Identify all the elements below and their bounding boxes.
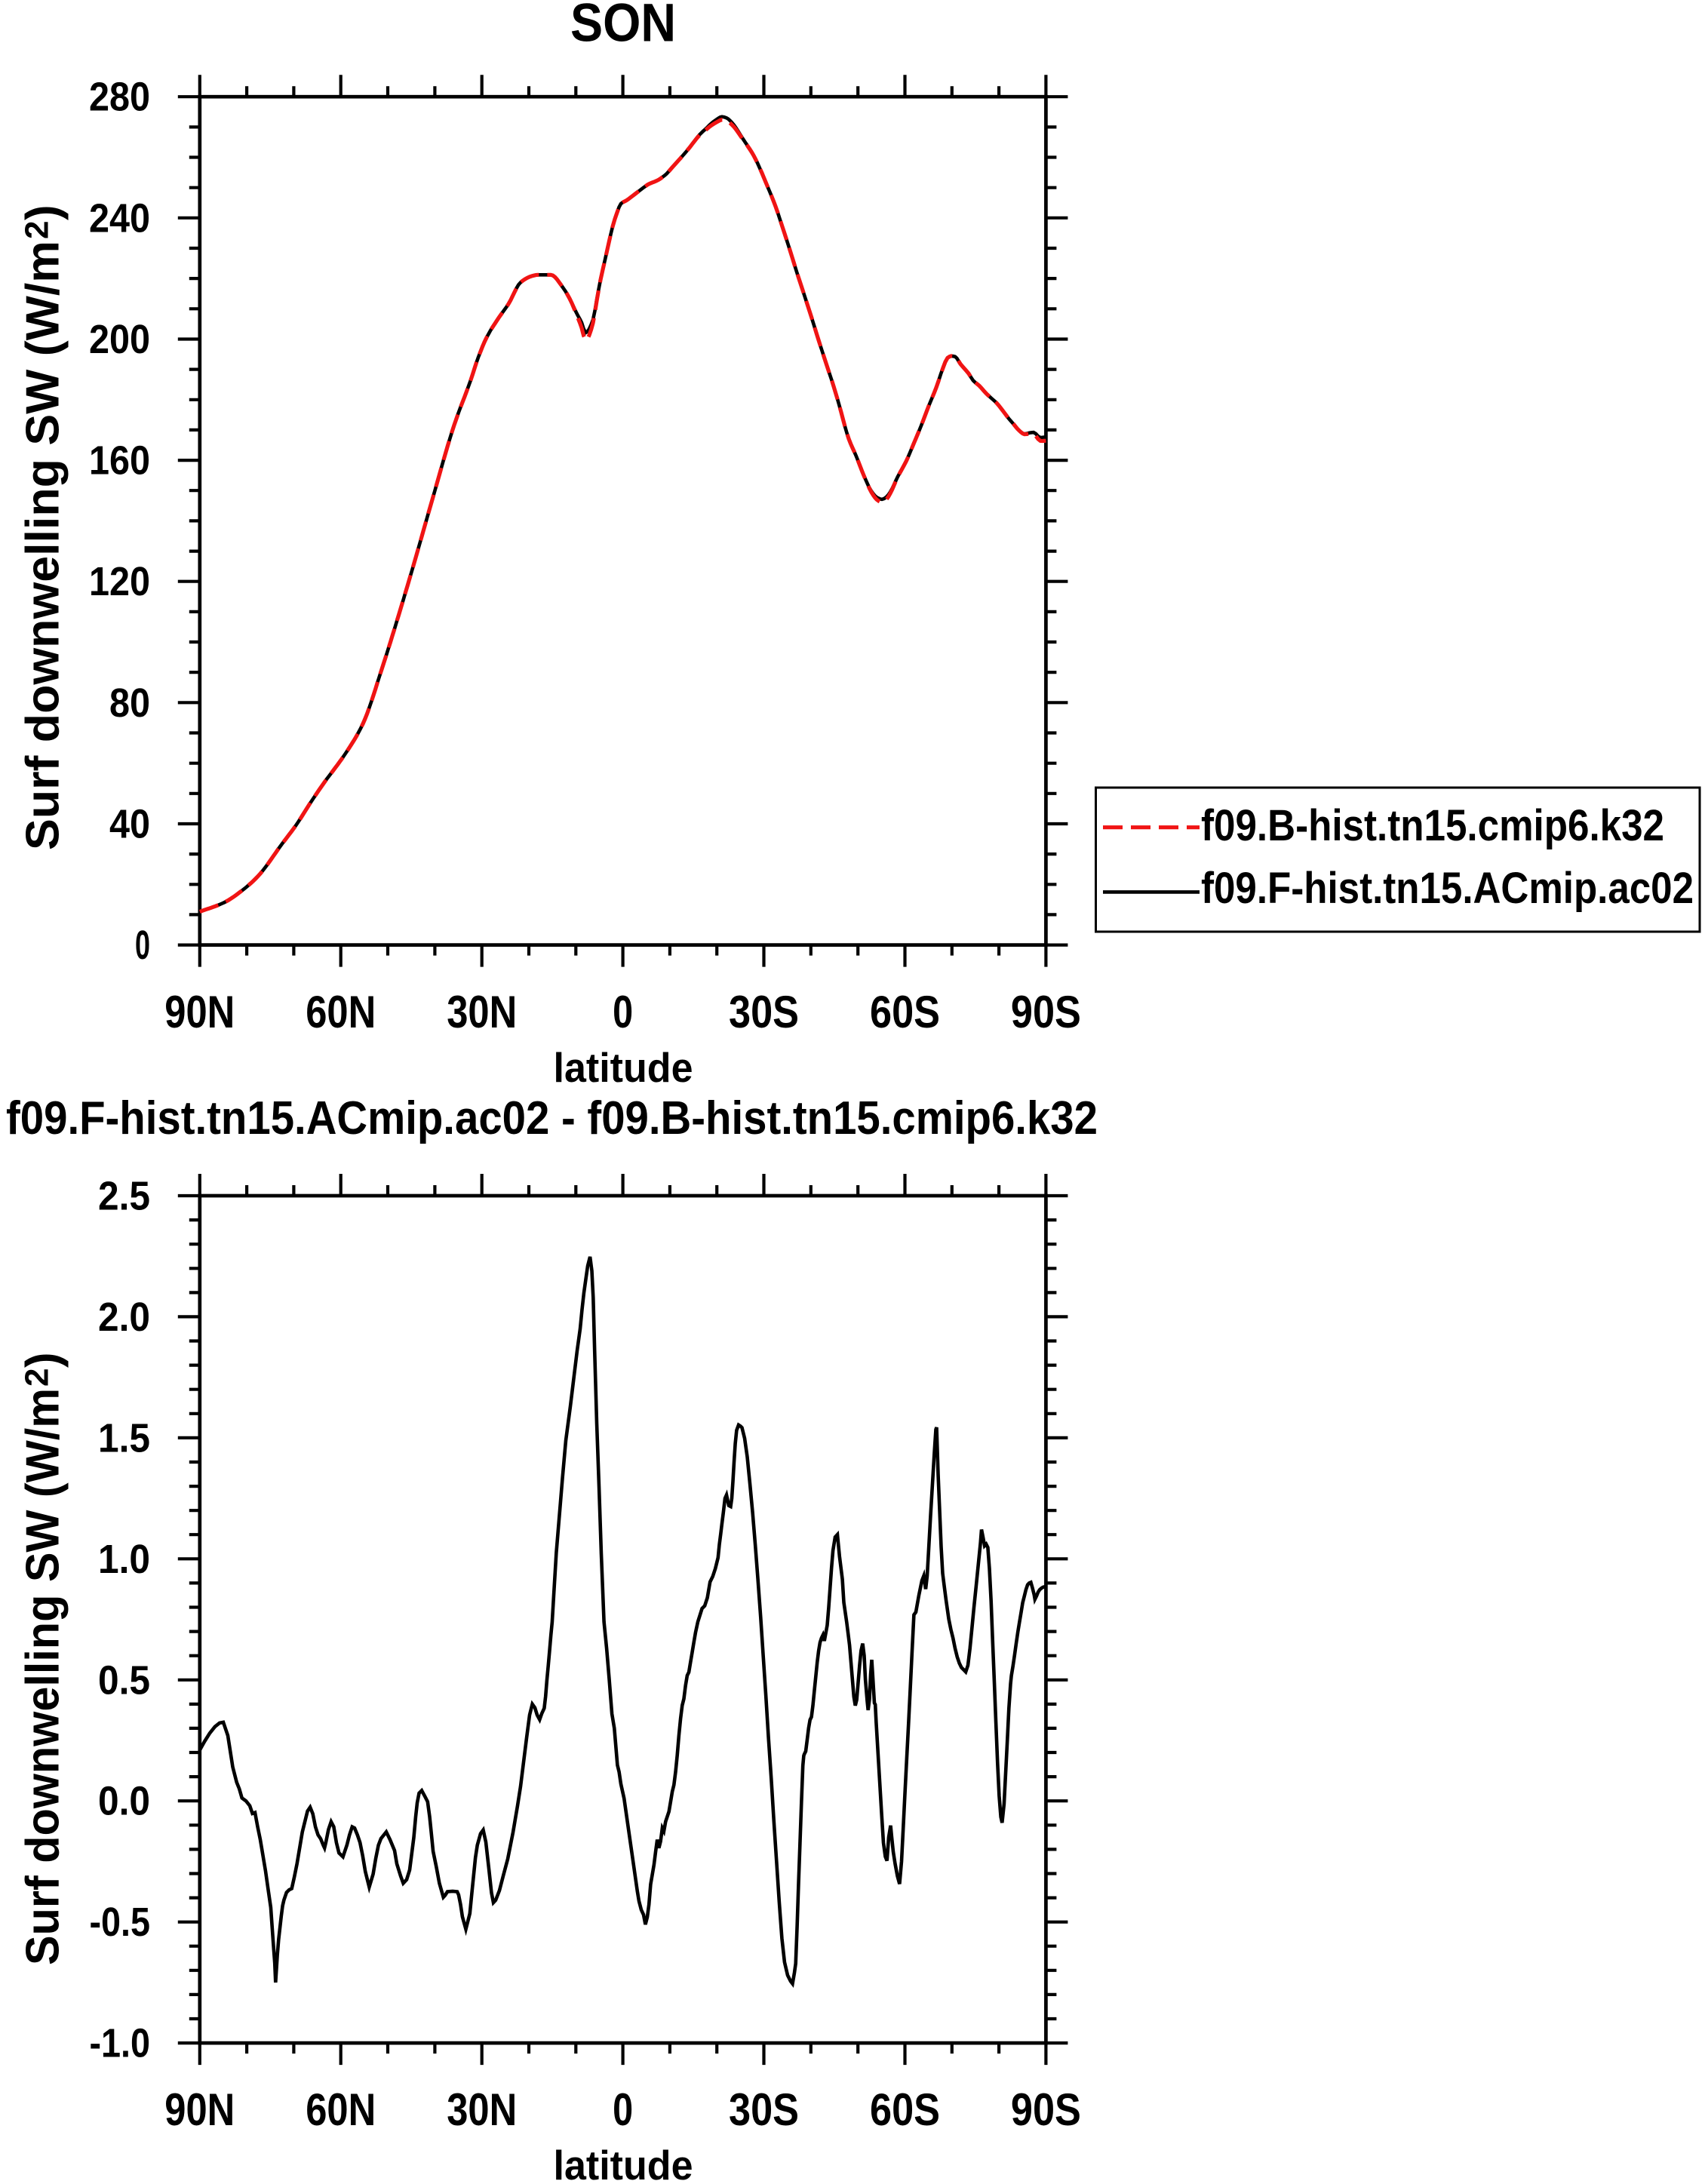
svg-text:280: 280: [89, 75, 150, 120]
svg-text:2: 2: [18, 1368, 55, 1387]
svg-text:0: 0: [135, 923, 150, 968]
svg-text:90N: 90N: [164, 987, 235, 1037]
svg-text:latitude: latitude: [554, 2142, 693, 2184]
svg-text:Surf downwelling SW (W/m: Surf downwelling SW (W/m: [17, 1388, 69, 1965]
svg-text:0: 0: [613, 2084, 633, 2135]
svg-text:f09.F-hist.tn15.ACmip.ac02 - f: f09.F-hist.tn15.ACmip.ac02 - f09.B-hist.…: [6, 1092, 1098, 1144]
svg-text:30S: 30S: [729, 2084, 799, 2135]
svg-text:30N: 30N: [447, 2084, 517, 2135]
svg-text:30S: 30S: [729, 987, 799, 1037]
svg-text:90S: 90S: [1011, 987, 1081, 1037]
svg-text:160: 160: [89, 438, 150, 484]
svg-text:0: 0: [613, 987, 633, 1037]
svg-text:latitude: latitude: [554, 1044, 693, 1091]
svg-text:2.5: 2.5: [98, 1174, 150, 1219]
svg-text:0.0: 0.0: [98, 1779, 150, 1824]
svg-text:120: 120: [89, 559, 150, 604]
svg-text:240: 240: [89, 195, 150, 241]
svg-text:2: 2: [18, 221, 55, 239]
svg-text:f09.B-hist.tn15.cmip6.k32: f09.B-hist.tn15.cmip6.k32: [1201, 801, 1664, 850]
svg-text:-1.0: -1.0: [90, 2021, 151, 2066]
svg-text:90N: 90N: [164, 2084, 235, 2135]
svg-text:60N: 60N: [306, 2084, 376, 2135]
svg-text:60S: 60S: [870, 987, 940, 1037]
svg-text:30N: 30N: [447, 987, 517, 1037]
svg-text:1.0: 1.0: [98, 1537, 150, 1582]
svg-text:SON: SON: [570, 0, 676, 54]
svg-text:-0.5: -0.5: [90, 1900, 151, 1945]
svg-text:1.5: 1.5: [98, 1415, 150, 1461]
svg-text:): ): [17, 1352, 69, 1368]
svg-text:f09.F-hist.tn15.ACmip.ac02: f09.F-hist.tn15.ACmip.ac02: [1201, 864, 1694, 913]
svg-text:Surf downwelling SW (W/m: Surf downwelling SW (W/m: [17, 241, 69, 850]
svg-text:): ): [17, 204, 69, 220]
svg-text:40: 40: [109, 802, 150, 847]
svg-text:60N: 60N: [306, 987, 376, 1037]
svg-text:60S: 60S: [870, 2084, 940, 2135]
svg-text:0.5: 0.5: [98, 1657, 150, 1703]
svg-text:200: 200: [89, 317, 150, 362]
svg-text:90S: 90S: [1011, 2084, 1081, 2135]
svg-text:2.0: 2.0: [98, 1295, 150, 1340]
svg-text:80: 80: [109, 680, 150, 726]
